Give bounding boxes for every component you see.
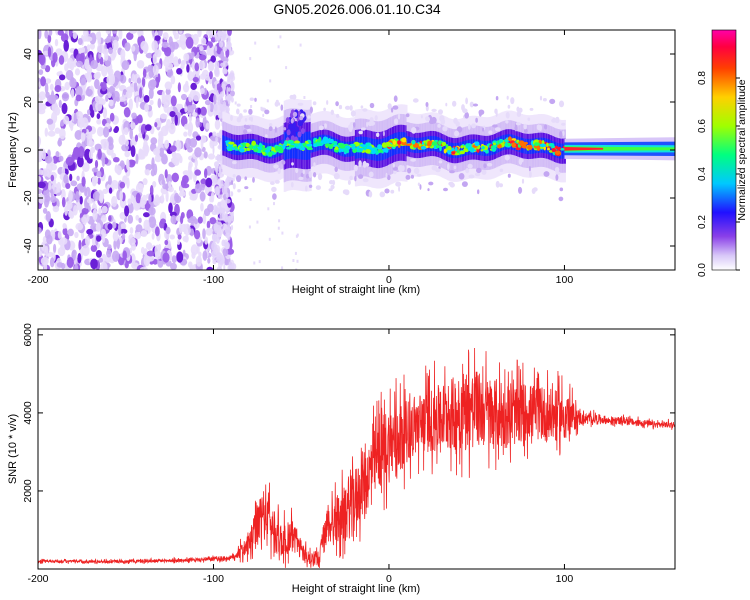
snr-x-label: Height of straight line (km) [292,583,420,595]
colorbar-tick-label: 0.8 [697,71,708,85]
figure-title: GN05.2026.006.01.10.C34 [273,1,441,17]
spectrogram-x-tick-label: 0 [386,274,392,286]
snr-x-tick-label: 0 [386,573,392,585]
snr-x-axis: -200 -100 0 100 [27,329,573,585]
spectrogram-y-tick-label: 40 [22,48,34,60]
snr-x-tick-label: 100 [556,573,574,585]
spectrogram-y-label: Frequency (Hz) [7,112,19,188]
colorbar-ticks: 0.0 0.2 0.4 0.6 0.8 [697,71,740,277]
snr-y-label: SNR (10 * v/v) [7,414,19,484]
colorbar-tick-label: 0.4 [697,167,708,181]
snr-y-tick-label: 6000 [22,323,34,347]
colorbar-tick-label: 0.0 [697,263,708,277]
spectrogram-y-axis: -40 -20 0 20 40 [22,48,675,254]
spectrogram-x-tick-label: 100 [556,274,574,286]
snr-frame [37,328,676,570]
spectrogram-x-tick-label: -100 [203,274,224,286]
spectrogram-y-tick-label: 0 [22,147,34,153]
spectrogram-x-tick-label: -200 [27,274,48,286]
colorbar-tick-label: 0.6 [697,119,708,133]
colorbar-frame [711,29,737,271]
spectrogram-x-label: Height of straight line (km) [292,284,420,296]
spectrogram-x-axis: -200 -100 0 100 [27,30,573,286]
spectrogram-data [38,30,675,270]
spectrogram-y-tick-label: 20 [22,96,34,108]
snr-x-tick-label: -100 [203,573,224,585]
snr-y-tick-label: 4000 [22,401,34,425]
colorbar: 0.0 0.2 0.4 0.6 0.8 Normalized spectral ampl… [697,29,748,277]
snr-x-tick-label: -200 [27,573,48,585]
spectrogram-y-tick-label: -20 [22,190,34,205]
snr-y-tick-label: 2000 [22,479,34,503]
spectrogram-y-tick-label: -40 [22,238,34,253]
colorbar-tick-label: 0.2 [697,215,708,229]
snr-panel: -200 -100 0 100 2000 4000 6000 Height of stra… [7,323,676,595]
snr-y-axis: 2000 4000 6000 [22,323,675,503]
colorbar-label: Normalized spectral amplitude [736,79,748,220]
colorbar-gradient [712,30,736,270]
snr-series-line [38,348,675,568]
